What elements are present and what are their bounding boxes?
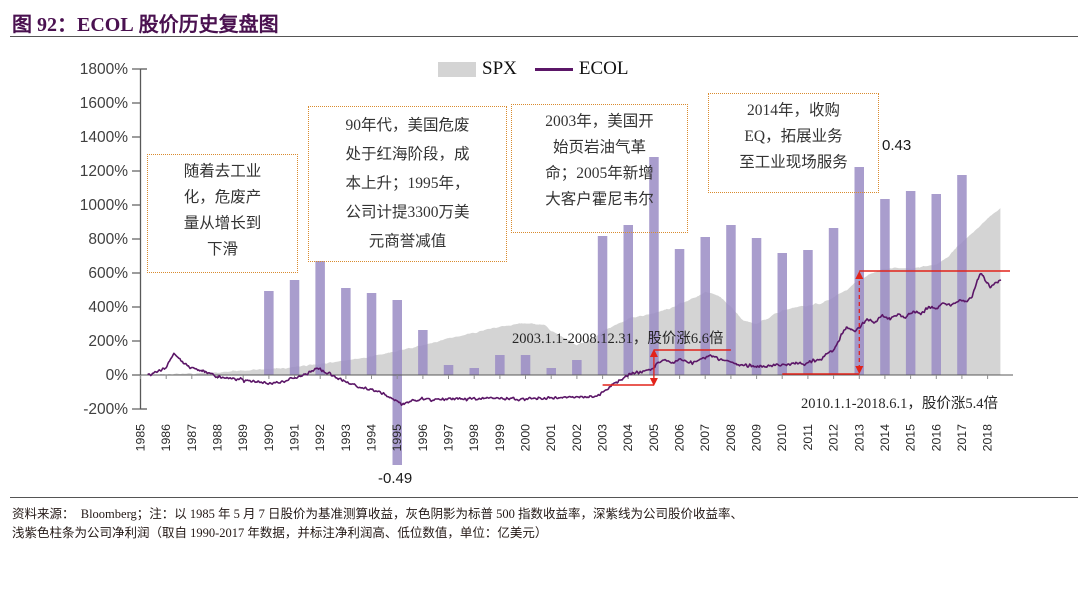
svg-text:2009: 2009 [750,424,764,452]
svg-text:1600%: 1600% [80,95,128,112]
svg-text:0%: 0% [106,367,129,384]
svg-text:1994: 1994 [365,424,379,452]
svg-text:2014: 2014 [878,424,892,452]
svg-text:1987: 1987 [185,424,199,452]
svg-text:2010: 2010 [775,424,789,452]
svg-text:1998: 1998 [467,424,481,452]
svg-text:2005: 2005 [647,424,661,452]
svg-text:600%: 600% [88,265,128,282]
svg-text:1990: 1990 [262,424,276,452]
svg-text:2012: 2012 [827,424,841,452]
svg-text:2017: 2017 [955,424,969,452]
svg-text:2003.1.1-2008.12.31，股价涨6.6倍: 2003.1.1-2008.12.31，股价涨6.6倍 [512,330,723,347]
svg-text:1200%: 1200% [80,163,128,180]
svg-text:2008: 2008 [724,424,738,452]
svg-text:2013: 2013 [852,424,866,452]
svg-text:1989: 1989 [236,424,250,452]
svg-text:2002: 2002 [570,424,584,452]
svg-text:2004: 2004 [621,424,635,452]
svg-text:0.43: 0.43 [882,137,911,154]
svg-text:800%: 800% [88,231,128,248]
svg-text:1997: 1997 [442,424,456,452]
svg-text:2011: 2011 [801,424,815,451]
svg-text:1000%: 1000% [80,197,128,214]
svg-text:1992: 1992 [313,424,327,452]
svg-text:1985: 1985 [134,424,148,452]
svg-text:1400%: 1400% [80,129,128,146]
svg-text:2015: 2015 [904,424,918,452]
svg-text:200%: 200% [88,333,128,350]
svg-text:2001: 2001 [544,424,558,452]
svg-text:2010.1.1-2018.6.1，股价涨5.4倍: 2010.1.1-2018.6.1，股价涨5.4倍 [801,395,998,412]
svg-text:1999: 1999 [493,424,507,452]
svg-text:1800%: 1800% [80,61,128,78]
svg-text:1988: 1988 [211,424,225,452]
svg-text:400%: 400% [88,299,128,316]
svg-text:1991: 1991 [288,424,302,452]
svg-text:2003: 2003 [596,424,610,452]
svg-text:-0.49: -0.49 [378,470,412,487]
svg-text:1995: 1995 [390,424,404,452]
svg-text:1996: 1996 [416,424,430,452]
svg-text:2006: 2006 [673,424,687,452]
svg-text:2016: 2016 [929,424,943,452]
svg-text:2007: 2007 [698,424,712,452]
svg-text:1986: 1986 [159,424,173,452]
svg-text:1993: 1993 [339,424,353,452]
svg-text:2000: 2000 [519,424,533,452]
svg-text:2018: 2018 [981,424,995,452]
svg-text:-200%: -200% [83,401,128,418]
